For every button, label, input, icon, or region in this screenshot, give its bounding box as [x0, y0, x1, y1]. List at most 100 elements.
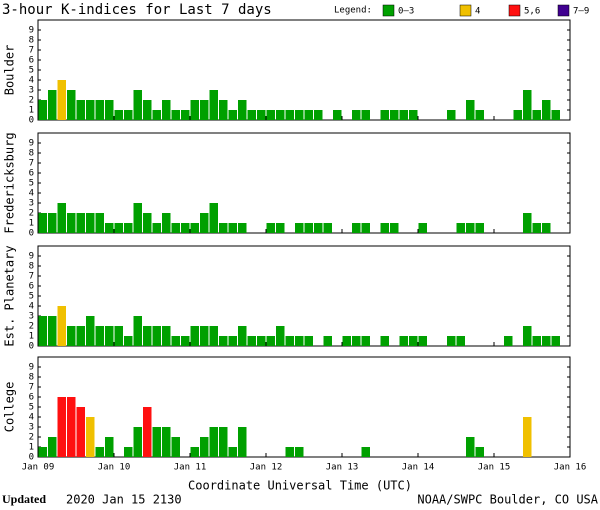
- legend-swatch: [508, 4, 521, 17]
- bar: [523, 326, 532, 346]
- legend-label: 5,6: [524, 7, 540, 17]
- bar: [352, 336, 361, 346]
- y-tick-label: 5: [29, 292, 34, 302]
- legend-swatch: [557, 4, 570, 17]
- bar: [162, 326, 171, 346]
- bar: [152, 326, 161, 346]
- bar: [190, 447, 199, 457]
- bar: [114, 326, 123, 346]
- bar: [181, 223, 190, 233]
- bar: [475, 447, 484, 457]
- bar: [171, 437, 180, 457]
- bar: [228, 336, 237, 346]
- bar: [323, 336, 332, 346]
- bar: [143, 326, 152, 346]
- x-tick-label: Jan 14: [402, 463, 435, 473]
- bar: [390, 223, 399, 233]
- y-tick-label: 9: [29, 252, 34, 262]
- bar: [304, 336, 313, 346]
- bar: [171, 110, 180, 120]
- y-tick-label: 6: [29, 393, 34, 403]
- bar: [475, 223, 484, 233]
- bar: [124, 110, 133, 120]
- bar: [67, 90, 76, 120]
- bar: [57, 306, 66, 346]
- source: NOAA/SWPC Boulder, CO USA: [417, 493, 598, 507]
- x-tick-label: Jan 10: [98, 463, 131, 473]
- bar: [219, 100, 228, 120]
- bar: [219, 223, 228, 233]
- bar: [86, 417, 95, 457]
- y-tick-label: 2: [29, 209, 34, 219]
- bar: [114, 223, 123, 233]
- bar: [551, 110, 560, 120]
- bar: [295, 110, 304, 120]
- y-tick-label: 5: [29, 403, 34, 413]
- bar: [171, 223, 180, 233]
- updated-time: 2020 Jan 15 2130: [66, 493, 182, 507]
- y-tick-label: 3: [29, 312, 34, 322]
- bar: [314, 110, 323, 120]
- bar: [57, 203, 66, 233]
- bar: [399, 336, 408, 346]
- bar: [143, 213, 152, 233]
- bar: [133, 316, 142, 346]
- bar: [200, 326, 209, 346]
- bar: [200, 213, 209, 233]
- y-tick-label: 9: [29, 139, 34, 149]
- y-tick-label: 4: [29, 76, 34, 86]
- bar: [38, 316, 47, 346]
- bar: [247, 110, 256, 120]
- y-tick-label: 4: [29, 189, 34, 199]
- bar: [162, 213, 171, 233]
- bar: [409, 110, 418, 120]
- y-tick-label: 1: [29, 106, 34, 116]
- bar: [551, 336, 560, 346]
- y-tick-label: 1: [29, 332, 34, 342]
- bar: [124, 336, 133, 346]
- y-tick-label: 4: [29, 413, 34, 423]
- y-tick-label: 1: [29, 443, 34, 453]
- y-tick-label: 0: [29, 116, 34, 126]
- bar: [257, 110, 266, 120]
- x-tick-label: Jan 13: [326, 463, 359, 473]
- bar: [342, 336, 351, 346]
- bar: [238, 427, 247, 457]
- y-tick-label: 2: [29, 433, 34, 443]
- bar: [466, 437, 475, 457]
- bar: [523, 90, 532, 120]
- bar: [475, 110, 484, 120]
- bar: [105, 100, 114, 120]
- y-axis-title: College: [3, 382, 17, 433]
- bar: [361, 223, 370, 233]
- bar: [76, 213, 85, 233]
- bar: [67, 397, 76, 457]
- legend-swatch: [382, 4, 395, 17]
- bar: [238, 223, 247, 233]
- y-tick-label: 9: [29, 363, 34, 373]
- bar: [304, 223, 313, 233]
- y-tick-label: 7: [29, 272, 34, 282]
- bar: [323, 223, 332, 233]
- y-tick-label: 3: [29, 423, 34, 433]
- bar: [152, 427, 161, 457]
- bar: [523, 417, 532, 457]
- bar: [95, 447, 104, 457]
- bar: [86, 100, 95, 120]
- bar: [162, 100, 171, 120]
- bar: [418, 223, 427, 233]
- bar: [532, 110, 541, 120]
- bar: [409, 336, 418, 346]
- bar: [304, 110, 313, 120]
- bar: [361, 447, 370, 457]
- y-tick-label: 2: [29, 96, 34, 106]
- y-tick-label: 1: [29, 219, 34, 229]
- bar: [95, 100, 104, 120]
- bar: [456, 336, 465, 346]
- chart-title: 3-hour K-indices for Last 7 days: [2, 2, 272, 18]
- bar: [247, 336, 256, 346]
- bar: [266, 223, 275, 233]
- y-tick-label: 0: [29, 229, 34, 239]
- bar: [542, 336, 551, 346]
- updated-label: Updated: [2, 492, 46, 506]
